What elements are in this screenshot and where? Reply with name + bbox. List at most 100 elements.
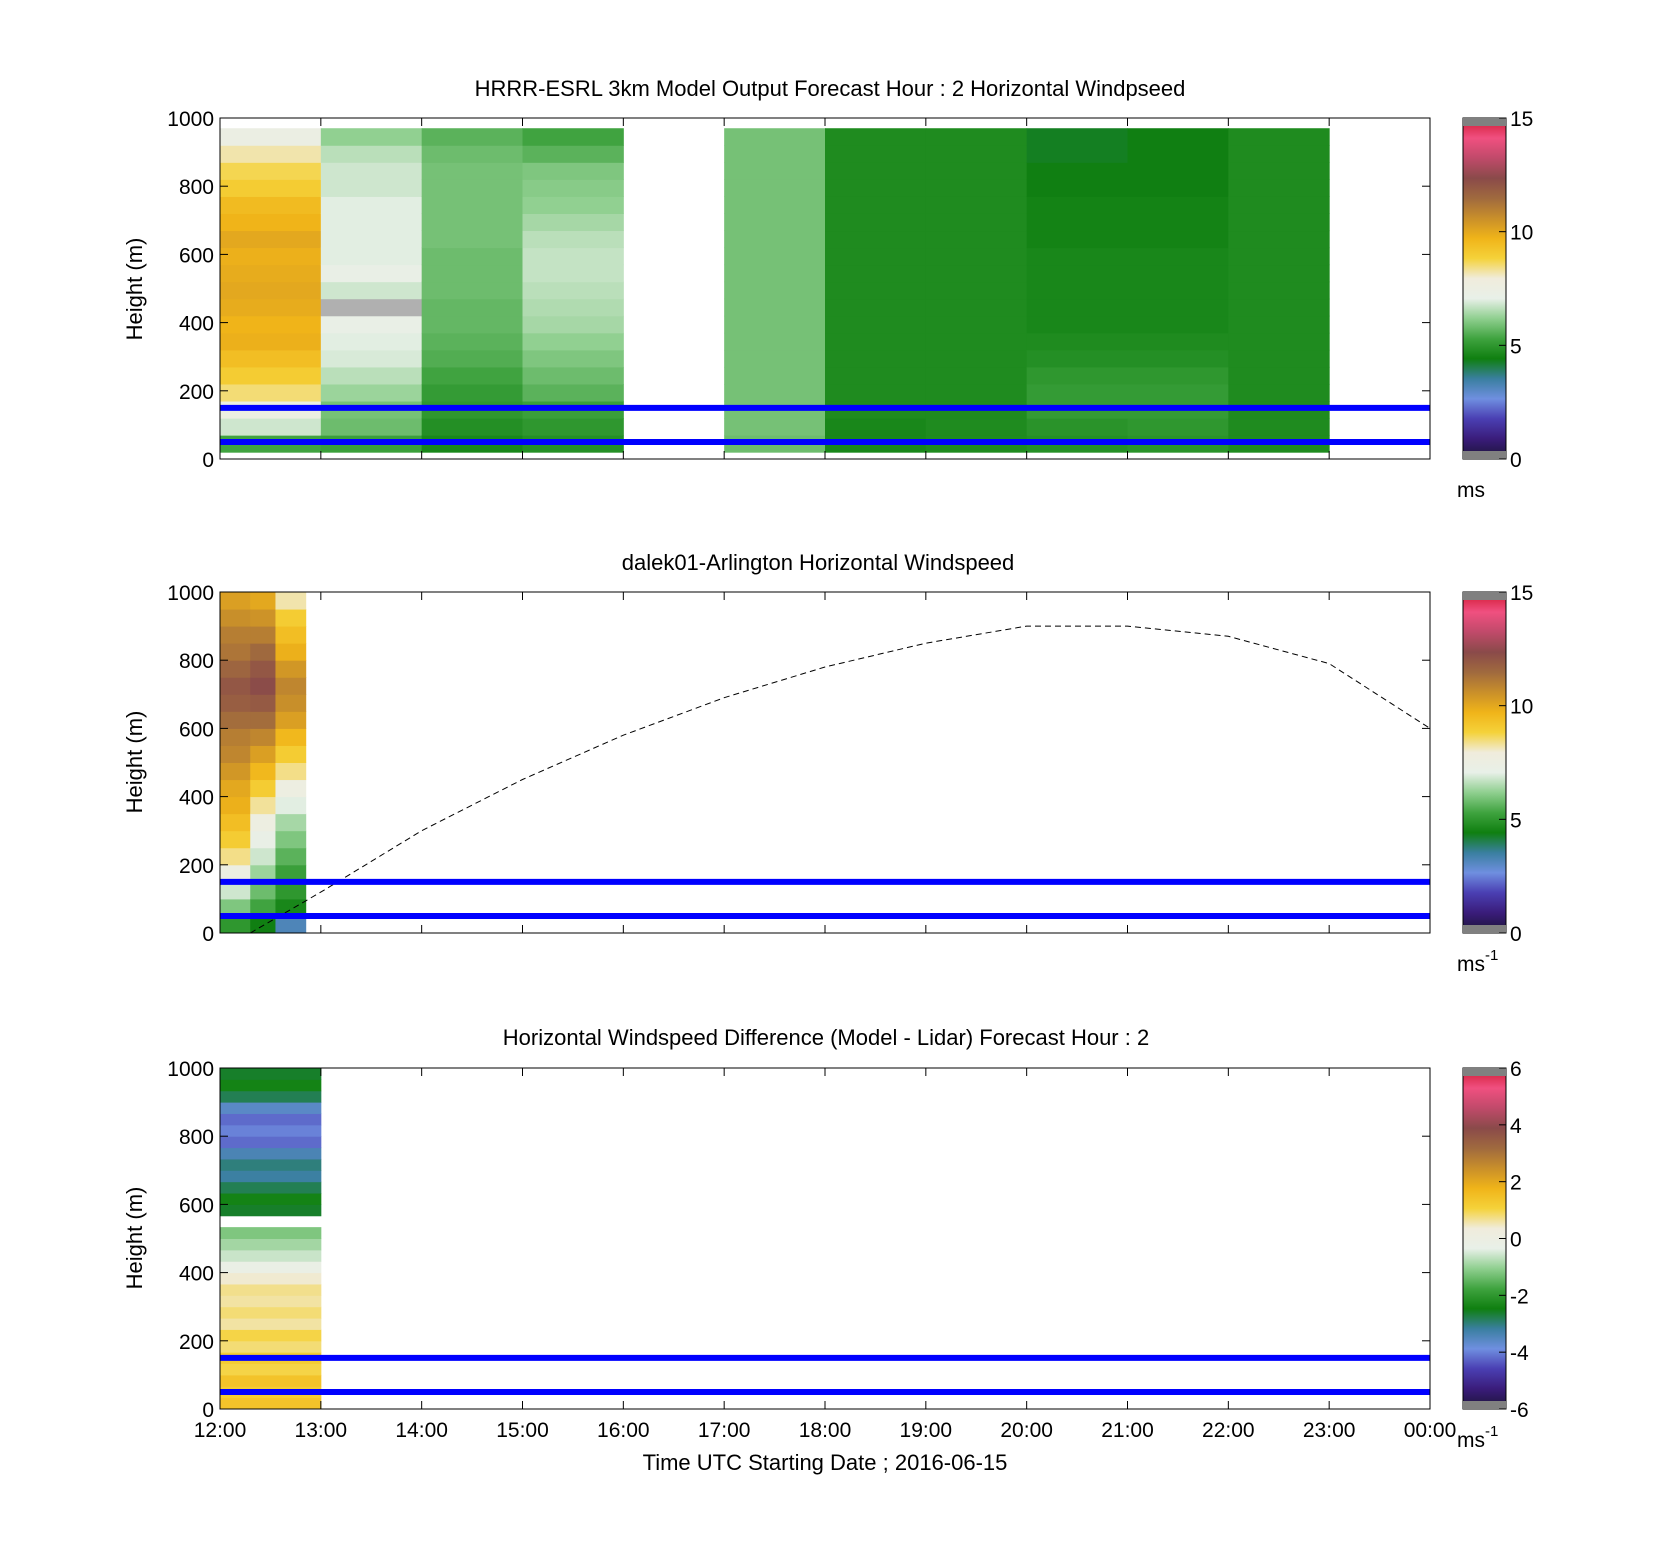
colorbar-unit: ms-1 <box>1457 1423 1498 1452</box>
heatmap-cell <box>320 230 423 249</box>
heatmap-cell <box>1026 247 1128 266</box>
colorbar-underflow <box>1463 925 1506 933</box>
heatmap-cell <box>275 864 307 883</box>
heatmap-cell <box>1127 145 1229 163</box>
colorbar-underflow <box>1463 451 1506 459</box>
colorbar-tick-label: 0 <box>1510 1229 1522 1252</box>
heatmap-cell <box>1228 196 1330 214</box>
heatmap-cell <box>220 1238 322 1251</box>
heatmap-cell <box>522 145 624 163</box>
x-tick-label: 16:00 <box>597 1419 650 1442</box>
heatmap-cell <box>220 418 322 436</box>
heatmap-cell <box>250 626 276 644</box>
heatmap-cell <box>925 128 1028 146</box>
heatmap-cell <box>522 213 624 232</box>
heatmap-cell <box>250 762 276 781</box>
x-tick-label: 23:00 <box>1303 1419 1356 1442</box>
heatmap-cell <box>220 298 322 317</box>
heatmap-cell <box>220 383 322 402</box>
heatmap-cell <box>1127 128 1229 146</box>
heatmap-cell <box>522 383 624 402</box>
panel-3-ticks: 12:00 13:00 14:00 15:00 16:00 17:00 18:00 19:00… <box>167 1058 1456 1442</box>
heatmap-cell <box>220 1363 322 1376</box>
heatmap-cell <box>421 162 523 180</box>
heatmap-cell <box>1026 418 1128 436</box>
heatmap-cell <box>220 332 322 351</box>
heatmap-cell <box>1026 349 1128 368</box>
heatmap-cell <box>320 298 423 317</box>
heatmap-cell <box>250 915 276 934</box>
heatmap-cell <box>250 881 276 900</box>
heatmap-cell <box>421 145 523 163</box>
heatmap-cell <box>220 677 251 695</box>
x-tick-label: 19:00 <box>900 1419 953 1442</box>
heatmap-cell <box>275 677 307 695</box>
heatmap-cell <box>275 813 307 832</box>
heatmap-cell <box>1228 298 1330 317</box>
heatmap-cell <box>220 728 251 746</box>
heatmap-cell <box>1228 281 1330 300</box>
heatmap-cell <box>250 830 276 849</box>
heatmap-cell <box>1228 315 1330 334</box>
heatmap-cell <box>1127 196 1229 214</box>
heatmap-cell <box>421 298 523 317</box>
heatmap-cell <box>320 264 423 283</box>
colorbar-tick-label: 5 <box>1510 335 1522 358</box>
heatmap-cell <box>825 281 927 300</box>
heatmap-cell <box>1228 247 1330 266</box>
panel-2-colorbar: 0 5 10 15 ms-1 <box>1457 582 1533 976</box>
heatmap-cell <box>320 281 423 300</box>
panel-1-ylabel: Height (m) <box>122 238 147 341</box>
heatmap-cell <box>320 332 423 351</box>
panel-1-reference-lines <box>220 404 1430 445</box>
heatmap-cell <box>220 213 322 232</box>
heatmap-cell <box>1127 264 1229 283</box>
y-tick-label: 200 <box>179 1331 214 1354</box>
y-tick-label: 600 <box>179 244 214 267</box>
colorbar-unit-exponent: -1 <box>1485 1423 1498 1440</box>
heatmap-cell <box>925 332 1028 351</box>
heatmap-cell <box>724 349 826 368</box>
heatmap-cell <box>925 281 1028 300</box>
heatmap-cell <box>220 609 251 627</box>
y-tick-label: 0 <box>202 1399 214 1422</box>
heatmap-cell <box>925 315 1028 334</box>
y-tick-label: 800 <box>179 176 214 199</box>
heatmap-cell <box>320 418 423 436</box>
heatmap-cell <box>250 711 276 729</box>
heatmap-cell <box>925 145 1028 163</box>
heatmap-cell <box>220 796 251 815</box>
x-tick-label: 13:00 <box>295 1419 348 1442</box>
heatmap-cell <box>522 281 624 300</box>
heatmap-cell <box>522 332 624 351</box>
heatmap-cell <box>220 247 322 266</box>
heatmap-cell <box>250 779 276 798</box>
heatmap-cell <box>275 881 307 900</box>
heatmap-cell <box>421 247 523 266</box>
heatmap-cell <box>724 315 826 334</box>
heatmap-cell <box>250 898 276 917</box>
y-tick-label: 400 <box>179 313 214 336</box>
panel-2-ylabel: Height (m) <box>122 711 147 814</box>
panel-2-ticks: 0 200 400 600 800 1000 <box>167 582 1431 946</box>
colorbar-unit: ms <box>1457 479 1485 502</box>
heatmap-cell <box>320 128 423 146</box>
heatmap-cell <box>275 762 307 781</box>
heatmap-cell <box>1026 213 1128 232</box>
panel-2-dashed-curve <box>250 625 1431 934</box>
heatmap-cell <box>421 281 523 300</box>
heatmap-cell <box>522 349 624 368</box>
heatmap-cell <box>275 728 307 746</box>
y-tick-label: 400 <box>179 1263 214 1286</box>
heatmap-cell <box>220 1113 322 1126</box>
heatmap-cell <box>724 366 826 385</box>
heatmap-cell <box>724 247 826 266</box>
y-tick-label: 0 <box>202 449 214 472</box>
heatmap-cell <box>275 796 307 815</box>
heatmap-cell <box>275 626 307 644</box>
heatmap-cell <box>220 1193 322 1205</box>
heatmap-cell <box>522 128 624 146</box>
heatmap-cell <box>1228 230 1330 249</box>
heatmap-cell <box>522 247 624 266</box>
heatmap-cell <box>825 230 927 249</box>
